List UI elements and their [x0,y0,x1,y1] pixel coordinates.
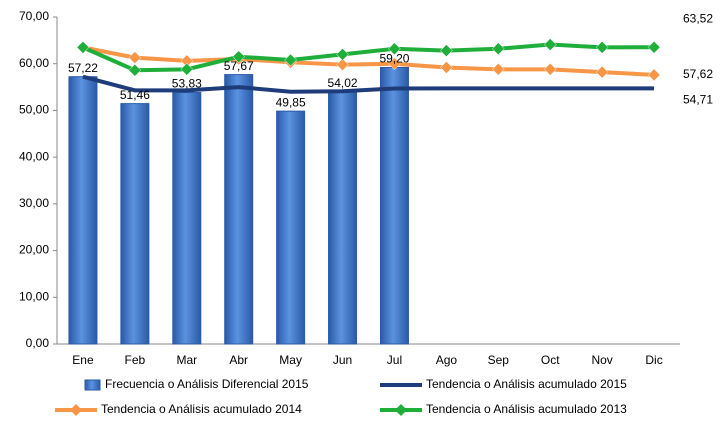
x-tick-label: Dic [645,353,662,367]
bar [68,76,98,345]
marker [440,44,453,57]
marker [543,38,557,51]
y-tick-label: 20,00 [19,243,49,257]
x-tick-label: Oct [541,353,560,367]
legend-label: Tendencia o Análisis acumulado 2013 [426,402,627,416]
x-tick-label: Mar [176,353,197,367]
marker [647,40,661,54]
legend-marker [395,404,407,416]
x-tick-label: Sep [488,353,510,367]
line [82,74,655,94]
marker [388,57,401,71]
y-tick-label: 0,00 [26,336,50,350]
bar [328,91,358,345]
x-tick-label: Feb [125,353,146,367]
marker [128,51,142,64]
marker [595,65,609,79]
bar [276,110,306,345]
data-label: 51,46 [120,88,150,102]
y-tick-label: 70,00 [19,9,49,23]
marker [491,62,505,76]
marker [336,48,349,61]
marker [440,61,453,74]
x-tick-label: Jun [333,353,352,367]
line [82,45,655,77]
marker [543,62,557,76]
y-tick-label: 10,00 [19,289,49,303]
data-label: 57,22 [68,61,98,75]
legend-swatch [84,379,101,391]
marker [388,42,401,56]
bar [379,66,409,345]
y-tick-label: 60,00 [19,56,49,70]
data-label: 54,71 [683,93,713,107]
x-tick-label: Abr [229,353,248,367]
marker [595,41,609,54]
marker [76,41,90,54]
x-tick-label: May [279,353,302,367]
data-label: 57,67 [224,59,254,73]
legend-label: Tendencia o Análisis acumulado 2015 [426,377,627,391]
x-tick-label: Ago [436,353,458,367]
data-label: 57,62 [683,67,713,81]
marker [128,63,142,77]
data-label: 49,85 [276,95,306,109]
bar [120,103,150,345]
legend-label: Frecuencia o Análisis Diferencial 2015 [105,377,309,391]
marker [284,53,297,67]
y-tick-label: 50,00 [19,103,49,117]
bar [224,74,254,345]
y-tick-label: 40,00 [19,149,49,163]
x-tick-label: Ene [72,353,94,367]
data-label: 59,20 [379,52,409,66]
data-label: 63,52 [683,11,713,25]
marker [491,42,505,56]
legend-label: Tendencia o Análisis acumulado 2014 [101,402,302,416]
data-label: 54,02 [328,76,358,90]
bar [172,92,202,345]
marker [180,62,194,76]
x-tick-label: Jul [387,353,402,367]
line [82,42,655,73]
data-label: 53,83 [172,77,202,91]
marker [232,50,246,64]
y-tick-label: 30,00 [19,196,49,210]
marker [336,58,349,72]
legend-marker [70,404,82,416]
x-tick-label: Nov [591,353,612,367]
marker [647,68,661,82]
